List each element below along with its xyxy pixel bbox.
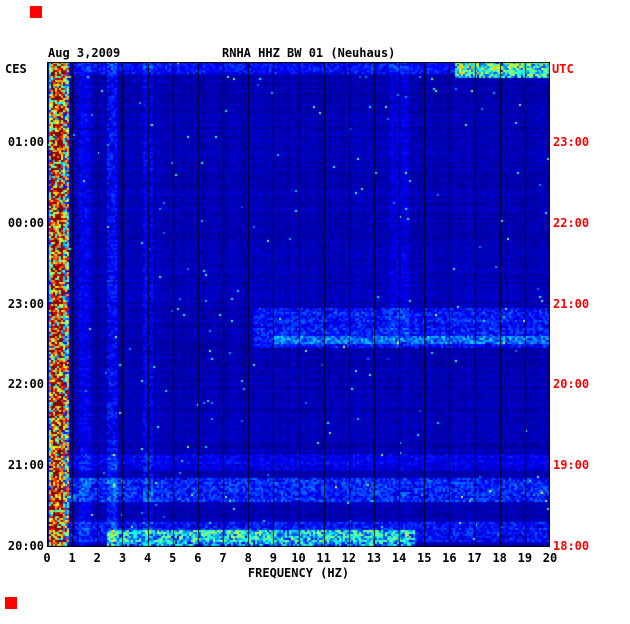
frequency-tick-label: 9 <box>269 551 277 565</box>
frequency-tick-label: 6 <box>194 551 202 565</box>
left-time-tick-label: 20:00 <box>7 539 44 553</box>
left-time-tick-label: 21:00 <box>7 458 44 473</box>
frequency-tick-label: 1 <box>68 551 76 565</box>
left-time-tick-label: 01:00 <box>7 134 44 149</box>
frequency-tick-label: 4 <box>143 551 152 565</box>
x-axis-title: FREQUENCY (HZ) <box>247 566 350 580</box>
right-time-tick-label: 19:00 <box>553 458 590 473</box>
left-axis-label: CES <box>5 62 27 76</box>
left-time-tick-label: 23:00 <box>7 296 44 311</box>
frequency-tick-label: 7 <box>219 551 227 565</box>
frequency-tick-label: 19 <box>517 551 533 565</box>
left-time-tick-label: 00:00 <box>7 215 44 230</box>
spectrogram-canvas <box>47 62 550 547</box>
frequency-tick-label: 14 <box>391 551 407 565</box>
red-marker-top <box>30 6 42 18</box>
frequency-tick-label: 18 <box>492 551 507 565</box>
frequency-tick-label: 15 <box>417 551 432 565</box>
right-time-tick-label: 21:00 <box>553 296 590 311</box>
frequency-tick-label: 5 <box>169 551 177 565</box>
right-axis-label: UTC <box>552 62 574 76</box>
right-time-tick-label: 18:00 <box>553 539 590 553</box>
frequency-tick-label: 20 <box>542 551 558 565</box>
right-time-tick-label: 22:00 <box>553 215 590 230</box>
frequency-tick-label: 17 <box>467 551 482 565</box>
red-marker-bottom <box>5 597 17 609</box>
frequency-tick-label: 16 <box>442 551 457 565</box>
frequency-tick-label: 8 <box>244 551 252 565</box>
frequency-tick-label: 11 <box>316 551 331 565</box>
frequency-tick-label: 13 <box>366 551 382 565</box>
frequency-tick-label: 12 <box>341 551 357 565</box>
frequency-tick-label: 2 <box>93 551 101 565</box>
left-time-tick-label: 22:00 <box>7 377 44 392</box>
right-time-tick-label: 20:00 <box>553 377 590 392</box>
right-time-tick-label: 23:00 <box>553 134 590 149</box>
frequency-tick-label: 10 <box>291 551 306 565</box>
date-label: Aug 3,2009 <box>48 46 121 60</box>
plot-title: RNHA HHZ BW 01 (Neuhaus) <box>222 46 396 60</box>
frequency-tick-label: 3 <box>118 551 127 565</box>
frequency-tick-label: 0 <box>43 551 51 565</box>
